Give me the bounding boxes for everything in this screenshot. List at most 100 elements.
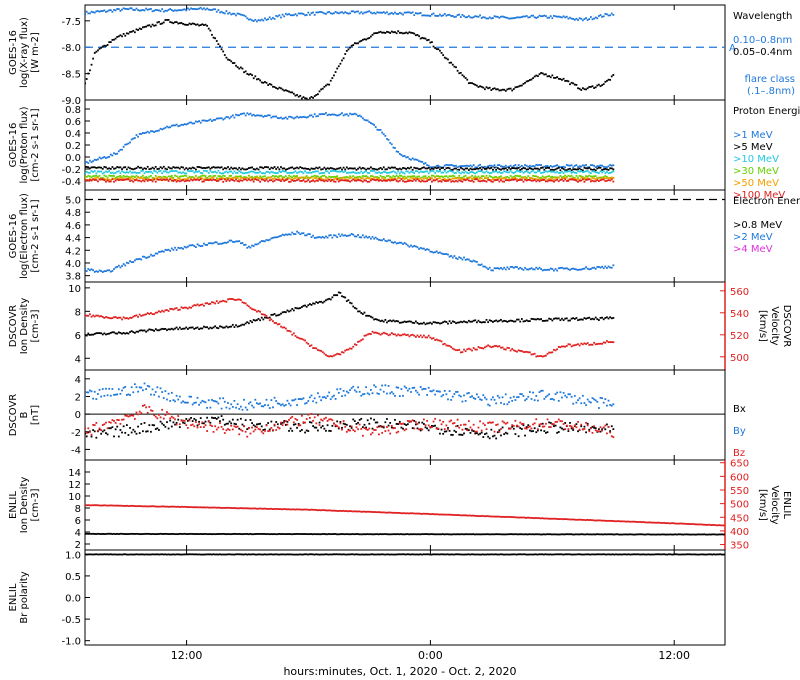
series-point-dscovr_mag-2 [586,424,589,427]
series-point-dscovr_plasma-0 [429,321,432,324]
series-point-electron-1 [145,257,148,259]
series-point-proton-1 [219,166,221,169]
series-point-enlil_plasma-0 [263,533,266,535]
series-point-enlil_plasma-0 [98,533,101,535]
series-marks [85,230,615,273]
series-point-enlil_plasma-0 [360,533,362,536]
series-point-dscovr_mag-1 [100,395,103,398]
series-point-xray-0 [268,16,271,19]
series-point-proton-2 [138,171,141,174]
series-point-xray-1 [612,74,615,76]
series-point-proton-0 [228,117,231,120]
series-point-xray-1 [207,27,210,30]
series-point-proton-3 [243,176,245,178]
series-point-proton-2 [127,171,130,174]
series-point-proton-0 [225,116,228,118]
series-point-proton-1 [458,168,461,171]
y-tick-label-right: 540 [730,309,749,320]
series-point-proton-1 [589,168,592,171]
series-point-proton-3 [247,174,250,177]
series-point-proton-1 [244,168,247,171]
series-point-proton-0 [177,125,180,128]
series-point-proton-4 [406,178,409,181]
series-point-dscovr_mag-2 [342,420,345,422]
series-point-dscovr_plasma-0 [442,321,445,324]
series-point-dscovr_plasma-1 [95,314,98,317]
series-point-proton-2 [509,169,512,172]
series-point-proton-3 [119,175,122,177]
series-point-proton-0 [323,113,326,116]
series-point-enlil_plasma-0 [199,533,202,535]
series-point-electron-1 [244,243,247,246]
series-point-dscovr_plasma-0 [426,322,429,325]
series-point-proton-2 [109,172,112,174]
series-point-dscovr_plasma-1 [305,341,308,344]
series-point-dscovr_mag-1 [336,388,339,391]
series-point-dscovr_plasma-0 [382,320,385,323]
series-point-proton-3 [121,176,123,179]
series-point-proton-1 [299,166,302,169]
series-point-dscovr_mag-0 [175,421,178,424]
series-point-proton-3 [487,176,490,179]
series-point-xray-1 [520,84,523,87]
series-point-proton-2 [567,170,570,173]
series-point-xray-1 [527,80,530,82]
series-point-proton-2 [344,170,347,173]
series-point-xray-0 [363,11,366,14]
series-point-proton-5 [342,179,345,182]
series-marks [85,112,615,183]
series-point-dscovr_plasma-1 [106,316,109,319]
series-point-xray-1 [588,86,591,88]
series-point-dscovr_plasma-1 [524,351,526,353]
series-point-xray-0 [113,8,115,11]
series-point-proton-3 [431,174,433,177]
series-point-dscovr_mag-1 [158,395,160,398]
series-point-proton-2 [156,171,159,174]
series-point-enlil_plasma-0 [226,533,229,535]
series-point-proton-1 [281,167,284,170]
series-point-proton-5 [484,180,486,182]
series-point-proton-2 [577,170,579,173]
series-point-dscovr_mag-0 [604,428,607,431]
series-point-proton-0 [185,123,188,126]
series-point-enlil_plasma-0 [174,533,176,536]
series-point-xray-1 [447,58,449,61]
left-axis-label-line: [cm-2 s-1 sr-1] [30,108,41,181]
series-point-proton-5 [268,179,271,182]
series-point-proton-4 [97,176,99,179]
series-point-proton-1 [161,167,164,170]
series-point-xray-0 [318,11,321,13]
series-point-dscovr_plasma-0 [549,318,552,321]
series-point-proton-5 [427,178,430,181]
series-point-dscovr_mag-0 [124,431,127,434]
series-point-xray-1 [119,34,122,37]
series-point-xray-0 [440,15,443,17]
series-point-proton-1 [137,165,139,168]
series-point-dscovr_plasma-0 [264,316,266,319]
series-point-electron-1 [228,239,231,242]
series-point-electron-1 [281,233,284,236]
series-point-proton-1 [111,166,114,168]
series-point-dscovr_plasma-1 [228,298,231,300]
series-point-enlil_plasma-0 [234,533,237,535]
series-point-enlil_plasma-0 [167,533,170,535]
series-point-dscovr_plasma-1 [198,304,201,307]
series-point-dscovr_mag-0 [447,427,449,429]
series-point-xray-1 [580,89,583,91]
series-point-proton-0 [509,164,512,167]
series-point-enlil_plasma-0 [223,533,226,535]
series-point-proton-0 [92,160,95,163]
series-point-proton-3 [532,174,534,177]
series-point-xray-1 [413,32,416,35]
series-point-xray-0 [482,16,485,19]
series-point-proton-1 [212,166,215,168]
series-point-dscovr_mag-2 [389,432,392,435]
series-point-xray-0 [360,11,363,14]
series-point-dscovr_plasma-1 [593,341,595,344]
series-point-proton-0 [581,164,584,167]
series-point-electron-1 [443,253,446,256]
series-point-electron-1 [203,242,205,245]
series-point-proton-2 [458,171,461,174]
series-point-proton-0 [247,113,250,116]
series-point-xray-1 [609,78,612,81]
